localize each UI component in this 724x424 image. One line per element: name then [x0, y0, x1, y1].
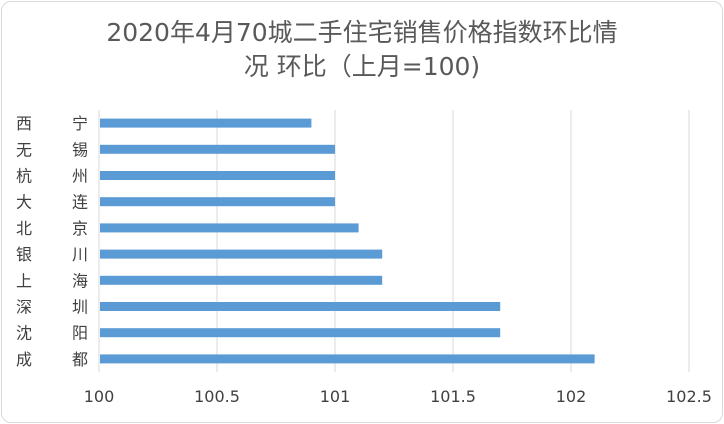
x-tick-label-5: 102.5 [666, 387, 712, 406]
bar-7 [100, 302, 501, 311]
bar-5 [100, 249, 383, 259]
bar-9 [100, 354, 595, 364]
category-label-2: 杭 州 [16, 167, 88, 186]
category-label-9: 成 都 [16, 350, 88, 369]
chart-title-line-2: 况 环比（上月=100) [243, 52, 481, 81]
bar-3 [100, 197, 335, 207]
bar-0 [100, 118, 312, 128]
x-tick-label-1: 100.5 [194, 387, 240, 406]
category-label-0: 西 宁 [16, 114, 88, 133]
category-label-3: 大 连 [16, 193, 88, 212]
bar-2 [100, 171, 335, 180]
x-tick-label-2: 101 [320, 387, 351, 406]
category-label-7: 深 圳 [16, 298, 88, 317]
bar-4 [100, 223, 359, 233]
category-label-5: 银 川 [16, 245, 88, 264]
category-label-8: 沈 阳 [16, 324, 88, 343]
chart-title-line-1: 2020年4月70城二手住宅销售价格指数环比情 [106, 18, 618, 47]
x-tick-label-0: 100 [84, 387, 115, 406]
x-tick-label-4: 102 [556, 387, 587, 406]
bar-1 [100, 144, 335, 154]
x-tick-label-3: 101.5 [430, 387, 476, 406]
category-label-1: 无 锡 [16, 140, 88, 159]
bar-8 [100, 328, 501, 338]
category-label-6: 上 海 [16, 271, 88, 290]
bar-6 [100, 275, 383, 285]
category-label-4: 北 京 [16, 219, 88, 238]
